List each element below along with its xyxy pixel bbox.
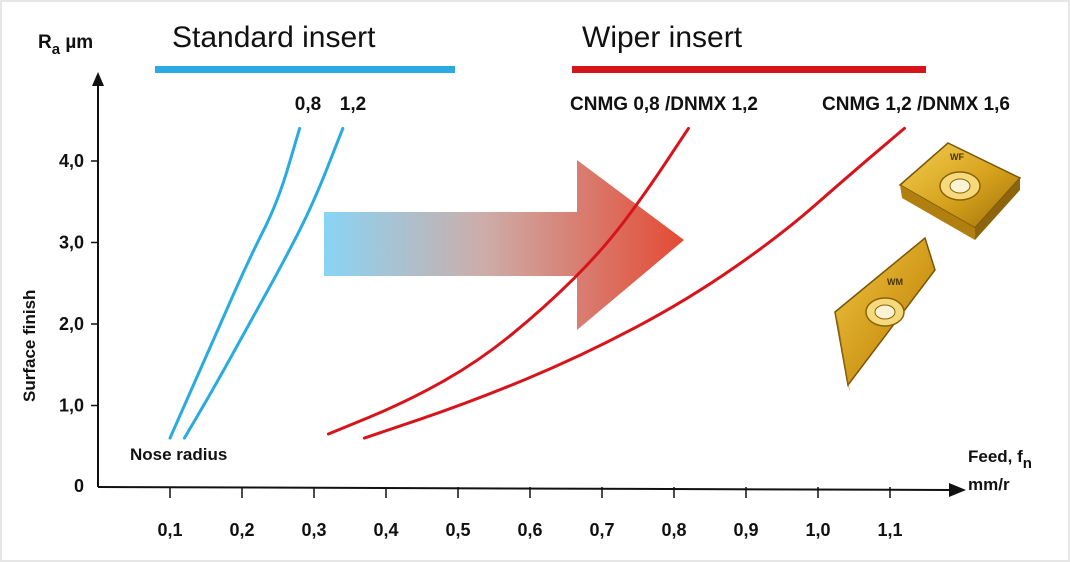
x-tick-label: 0,1 [157, 520, 182, 540]
series-line-standard [182, 126, 345, 440]
y-tick-label: 3,0 [59, 233, 84, 253]
dnmx-insert-illustration: WM [834, 236, 936, 392]
svg-text:WF: WF [950, 152, 964, 162]
y-tick-label: 0 [74, 476, 84, 496]
series-label: 0,8 [295, 94, 321, 115]
svg-text:Feed, fn: Feed, fn [968, 447, 1032, 472]
standard-title-bar [155, 66, 455, 73]
x-tick-label: 0,5 [445, 520, 470, 540]
y-unit-label: Ra µm [38, 32, 93, 58]
nose-radius-annotation: Nose radius [130, 445, 227, 464]
x-tick-label: 0,8 [661, 520, 686, 540]
ticks-layer: 0,1 0,2 0,3 0,4 0,5 0,6 0,7 0,8 0,9 1,0 1,1 0 1,0 2,0… [59, 151, 903, 540]
series-label: CNMG 1,2 /DNMX 1,6 [822, 94, 1010, 115]
x-tick-label: 1,0 [805, 520, 830, 540]
series-line-standard [168, 126, 302, 440]
x-label-sub: n [1023, 455, 1032, 472]
y-unit-main: R [38, 32, 52, 53]
x-tick-label: 0,4 [373, 520, 398, 540]
improvement-arrow [324, 160, 684, 330]
series-layer: 0,8 1,2 CNMG 0,8 /DNMX 1,2 CNMG 1,2 /DNMX 1… [168, 94, 1010, 440]
x-tick-label: 0,9 [733, 520, 758, 540]
svg-text:WM: WM [887, 277, 903, 287]
y-unit-rest: µm [60, 32, 93, 53]
x-axis-label: Feed, fn mm/r [968, 447, 1032, 494]
x-tick-label: 0,3 [301, 520, 326, 540]
x-tick-label: 0,2 [229, 520, 254, 540]
x-label-unit: mm/r [968, 475, 1010, 494]
y-axis-arrowhead [92, 72, 104, 86]
y-tick-label: 2,0 [59, 314, 84, 334]
series-line-wiper [326, 126, 690, 436]
x-label-main: Feed, f [968, 447, 1023, 466]
y-unit-sub: a [52, 41, 61, 58]
cnmg-insert-illustration: WF [898, 142, 1022, 240]
series-label: CNMG 0,8 /DNMX 1,2 [570, 94, 758, 115]
svg-text:Ra µm: Ra µm [38, 32, 93, 58]
x-axis-arrowhead [949, 483, 966, 497]
y-axis-label: Surface finish [20, 290, 39, 402]
x-tick-label: 1,1 [877, 520, 902, 540]
y-tick-label: 1,0 [59, 396, 84, 416]
y-tick-label: 4,0 [59, 151, 84, 171]
series-line-wiper [362, 126, 906, 440]
x-tick-label: 0,7 [589, 520, 614, 540]
series-label: 1,2 [340, 94, 366, 115]
wiper-title-bar [572, 66, 926, 73]
x-tick-label: 0,6 [517, 520, 542, 540]
x-axis [97, 486, 951, 491]
standard-insert-title: Standard insert [172, 21, 376, 54]
wiper-insert-title: Wiper insert [582, 21, 743, 54]
